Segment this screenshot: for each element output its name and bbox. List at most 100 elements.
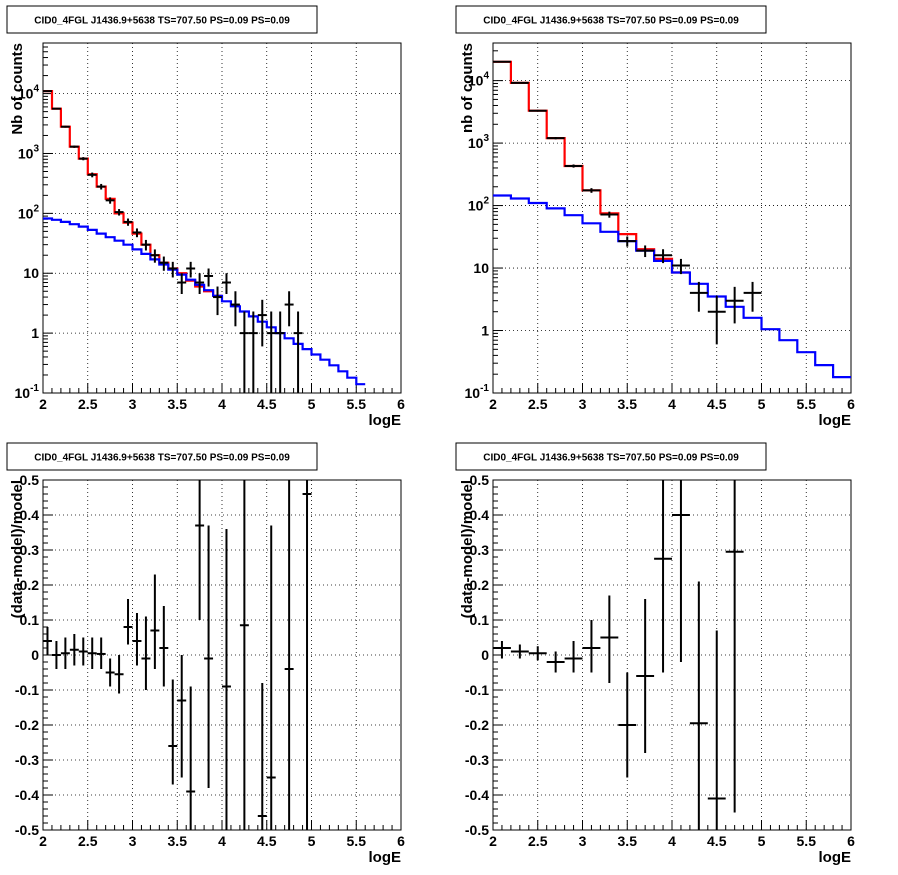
y-tick-label: 102	[18, 203, 40, 221]
data-point	[230, 291, 240, 327]
data-point	[78, 637, 88, 666]
data-point	[510, 81, 529, 84]
y-tick-label: 104	[468, 71, 490, 89]
model-step-line	[493, 194, 851, 379]
x-tick-label: 2	[39, 396, 47, 412]
data-point	[195, 480, 205, 620]
data-point	[69, 634, 79, 666]
x-tick-label: 5.5	[797, 833, 817, 849]
chart-title: CID0_4FGL J1436.9+5638 TS=707.50 PS=0.09…	[34, 453, 290, 464]
x-tick-label: 4	[668, 833, 676, 849]
data-point	[600, 595, 619, 683]
x-tick-label: 3.5	[168, 396, 188, 412]
x-tick-label: 6	[847, 396, 855, 412]
y-tick-label: 0.4	[20, 507, 40, 523]
x-tick-label: 5	[758, 396, 766, 412]
y-tick-label: 0.2	[20, 577, 40, 593]
data-point	[275, 311, 285, 393]
y-tick-label: -0.3	[15, 752, 39, 768]
data-point	[168, 679, 178, 785]
data-point	[186, 686, 196, 830]
data-point	[284, 291, 294, 327]
data-point	[284, 480, 294, 830]
data-point	[195, 273, 205, 295]
y-tick-label: 0.3	[470, 542, 490, 558]
data-point	[69, 145, 79, 148]
data-point	[293, 311, 303, 393]
y-tick-label: 0.1	[470, 612, 490, 628]
x-tick-label: 5	[308, 396, 316, 412]
data-point	[159, 606, 169, 687]
data-point	[43, 627, 52, 655]
data-point	[239, 480, 249, 830]
data-point	[493, 60, 511, 63]
x-tick-label: 2	[489, 396, 497, 412]
data-point	[743, 281, 762, 312]
data-point	[51, 107, 61, 110]
data-point	[654, 480, 672, 673]
title-box	[6, 442, 318, 471]
data-point	[168, 261, 178, 278]
y-axis-title: (data-model)/model	[459, 480, 476, 618]
y-tick-label: 102	[468, 196, 490, 214]
x-tick-label: 3	[129, 396, 137, 412]
data-point	[132, 613, 142, 666]
data-point	[150, 249, 160, 263]
data-point	[257, 299, 267, 347]
data-point	[600, 211, 619, 218]
y-tick-label: 0.5	[20, 472, 40, 488]
data-point	[636, 599, 655, 753]
data-point	[546, 651, 565, 673]
x-tick-label: 5.5	[347, 833, 367, 849]
x-tick-label: 4.5	[707, 396, 727, 412]
title-box	[6, 5, 318, 34]
title-box	[455, 5, 767, 34]
data-point	[654, 249, 672, 264]
data-point	[159, 256, 169, 271]
data-point	[78, 157, 88, 161]
x-tick-label: 2	[39, 833, 47, 849]
panel-top-left: 2 2.5 3 3.5 4 4.5 5 5.5 6 10-1 1 10 102 103 104 CID0_4F…	[6, 5, 405, 429]
chart-title: CID0_4FGL J1436.9+5638 TS=707.50 PS=0.09…	[483, 16, 739, 27]
y-tick-label: -0.2	[465, 717, 489, 733]
x-tick-label: 2.5	[528, 833, 548, 849]
chart-title: CID0_4FGL J1436.9+5638 TS=707.50 PS=0.09…	[483, 453, 739, 464]
y-tick-label: 0.3	[20, 542, 40, 558]
y-tick-label: -0.4	[15, 787, 39, 803]
data-point	[266, 311, 276, 393]
data-point	[177, 655, 187, 778]
data-point	[689, 281, 708, 312]
panel-bottom-left: 2 2.5 3 3.5 4 4.5 5 5.5 6 -0.5 -0.4 -0.3 -0.2 -0.1 0 0.…	[6, 442, 405, 866]
data-point	[132, 228, 142, 238]
data-point	[618, 672, 637, 778]
y-tick-label: 0.4	[470, 507, 490, 523]
x-tick-label: 6	[847, 833, 855, 849]
data-point	[43, 90, 52, 93]
x-tick-label: 3	[579, 833, 587, 849]
data-point	[528, 646, 547, 661]
data-point	[213, 286, 222, 316]
data-point	[257, 683, 267, 830]
y-tick-label: 0	[481, 647, 489, 663]
y-tick-label: 0	[31, 647, 39, 663]
x-tick-label: 2.5	[528, 396, 548, 412]
x-tick-label: 3.5	[168, 833, 188, 849]
data-point	[725, 286, 744, 324]
x-tick-label: 3.5	[618, 396, 638, 412]
x-tick-label: 6	[397, 833, 405, 849]
y-tick-label: 0.1	[20, 612, 40, 628]
data-point	[564, 641, 583, 673]
y-tick-label: -0.5	[465, 822, 489, 838]
data-point	[707, 295, 726, 345]
data-point	[87, 172, 97, 178]
data-point	[636, 245, 655, 258]
data-point	[248, 311, 258, 393]
y-tick-label: -0.5	[15, 822, 39, 838]
x-tick-label: 4.5	[257, 396, 277, 412]
x-axis-title: logE	[369, 849, 402, 866]
data-point	[546, 137, 565, 140]
panel-bottom-right: 2 2.5 3 3.5 4 4.5 5 5.5 6 -0.5 -0.4 -0.3 -0.2 -0.1 0 0.…	[455, 442, 855, 866]
x-tick-label: 2	[489, 833, 497, 849]
data-point	[222, 529, 231, 830]
